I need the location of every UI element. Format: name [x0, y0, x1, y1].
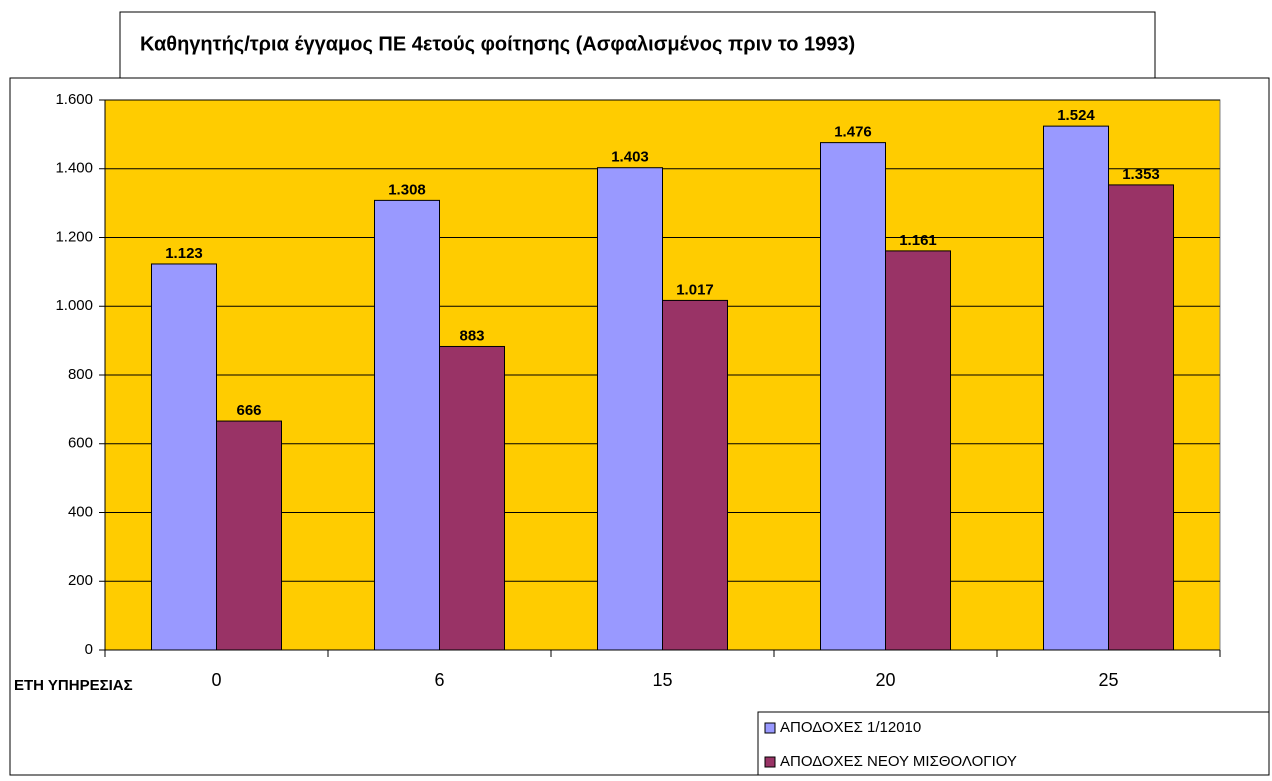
- legend-label: ΑΠΟΔΟΧΕΣ ΝΕΟΥ ΜΙΣΘΟΛΟΓΙΟΥ: [780, 753, 1017, 770]
- bar: [439, 345, 505, 651]
- y-tick-label: 400: [68, 503, 93, 520]
- bar: [216, 420, 282, 651]
- y-tick-label: 1.600: [55, 91, 93, 108]
- y-tick-label: 1.200: [55, 228, 93, 245]
- x-tick-label: 15: [652, 670, 672, 690]
- y-tick-label: 1.000: [55, 297, 93, 314]
- x-tick-label: 20: [875, 670, 895, 690]
- legend-label: ΑΠΟΔΟΧΕΣ 1/12010: [780, 719, 921, 736]
- title-box: [119, 11, 1156, 79]
- y-tick-label: 200: [68, 572, 93, 589]
- legend-swatch: [764, 722, 776, 734]
- data-label: 1.524: [1057, 107, 1095, 124]
- y-tick-label: 0: [85, 641, 93, 658]
- data-label: 1.161: [899, 232, 937, 249]
- x-tick-label: 25: [1098, 670, 1118, 690]
- x-axis-label: ΕΤΗ ΥΠΗΡΕΣΙΑΣ: [14, 677, 133, 694]
- data-label: 1.017: [676, 281, 714, 298]
- legend-swatch: [764, 756, 776, 768]
- data-label: 1.353: [1122, 166, 1160, 183]
- bar: [662, 299, 728, 651]
- legend-box: [757, 711, 1270, 776]
- data-label: 666: [236, 402, 261, 419]
- x-tick-label: 0: [211, 670, 221, 690]
- bar: [374, 199, 440, 651]
- data-label: 1.403: [611, 149, 649, 166]
- chart-title: Καθηγητής/τρια έγγαμος ΠΕ 4ετούς φοίτηση…: [140, 33, 855, 55]
- bar: [1108, 184, 1174, 651]
- y-tick-label: 600: [68, 435, 93, 452]
- x-tick-label: 6: [434, 670, 444, 690]
- y-tick-label: 1.400: [55, 160, 93, 177]
- data-label: 883: [459, 327, 484, 344]
- data-label: 1.308: [388, 181, 426, 198]
- y-tick-label: 800: [68, 366, 93, 383]
- bar: [820, 142, 886, 651]
- bar: [151, 263, 217, 651]
- bar: [1043, 125, 1109, 651]
- bar: [885, 250, 951, 651]
- data-label: 1.123: [165, 245, 203, 262]
- data-label: 1.476: [834, 124, 872, 141]
- bar: [597, 167, 663, 651]
